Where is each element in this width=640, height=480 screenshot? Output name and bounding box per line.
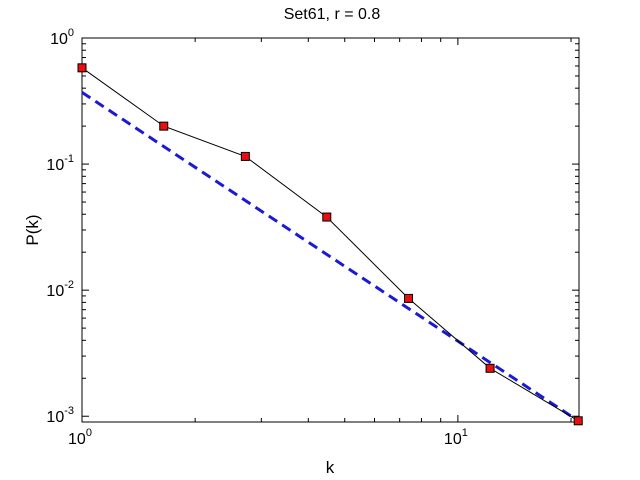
plot-area — [81, 37, 580, 423]
y-axis-label: P(k) — [23, 214, 42, 245]
y-tick-label: 10-2 — [46, 279, 74, 300]
y-tick-label: 10-1 — [46, 153, 74, 174]
data-point-marker — [240, 151, 250, 161]
y-tick-label-exponent: -3 — [64, 405, 74, 417]
x-tick-label-exponent: 0 — [86, 427, 92, 439]
data-point-marker — [404, 293, 414, 303]
data-point-marker — [159, 121, 169, 131]
y-tick-label-exponent: -1 — [64, 153, 74, 165]
y-tick-label: 10-3 — [46, 405, 74, 426]
y-tick-label-exponent: 0 — [68, 27, 74, 39]
fit-line-dashed — [81, 91, 580, 423]
y-tick-label-base: 10 — [46, 157, 64, 174]
y-tick-label: 100 — [50, 27, 74, 48]
x-tick-label: 100 — [68, 427, 92, 448]
y-tick-label-base: 10 — [46, 409, 64, 426]
series-layer — [77, 63, 583, 426]
data-point-marker — [485, 363, 495, 373]
x-tick-label-base: 10 — [444, 431, 462, 448]
y-tick-label-exponent: -2 — [64, 279, 74, 291]
data-point-marker — [77, 63, 87, 73]
x-tick-label-base: 10 — [68, 431, 86, 448]
data-point-marker — [322, 212, 332, 222]
chart-title: Set61, r = 0.8 — [284, 6, 381, 23]
y-tick-label-base: 10 — [46, 283, 64, 300]
axis-ticks — [81, 37, 579, 423]
x-axis-label: k — [326, 458, 335, 477]
x-tick-label: 101 — [444, 427, 468, 448]
y-tick-label-base: 10 — [50, 31, 68, 48]
x-tick-label-exponent: 1 — [462, 427, 468, 439]
data-point-marker — [573, 416, 583, 426]
